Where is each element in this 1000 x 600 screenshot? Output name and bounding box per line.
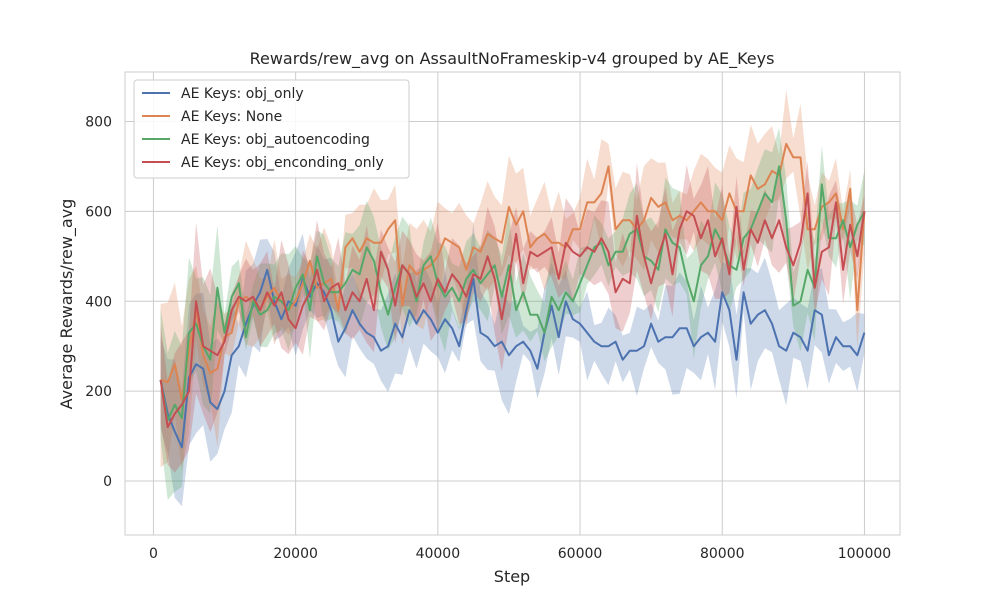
y-axis-label: Average Rewards/rew_avg (57, 199, 77, 410)
y-tick-label: 800 (85, 114, 112, 130)
x-axis-ticks: 0 20000 40000 60000 80000 100000 (149, 546, 891, 562)
x-tick-label: 80000 (700, 546, 745, 562)
chart-title: Rewards/rew_avg on AssaultNoFrameskip-v4… (250, 49, 775, 69)
series-line-3 (159, 192, 866, 429)
y-tick-label: 600 (85, 204, 112, 220)
y-tick-label: 400 (85, 294, 112, 310)
confidence-band-3 (160, 161, 865, 473)
legend-label: AE Keys: obj_autoencoding (181, 132, 370, 148)
series-line-0 (159, 268, 866, 449)
y-axis-ticks: 0 200 400 600 800 (85, 114, 112, 490)
series-line-1 (160, 142, 866, 402)
plot-frame (124, 71, 901, 536)
confidence-band-1 (160, 89, 865, 471)
x-tick-label: 40000 (416, 546, 461, 562)
confidence-bands (160, 89, 865, 507)
y-tick-label: 0 (103, 474, 112, 490)
series-lines (159, 142, 866, 449)
legend-box (133, 79, 410, 179)
legend-label: AE Keys: None (181, 109, 282, 125)
x-axis-label: Step (494, 567, 530, 586)
legend: AE Keys: obj_only AE Keys: None AE Keys: o… (133, 79, 410, 179)
confidence-band-0 (160, 222, 865, 507)
legend-label: AE Keys: obj_enconding_only (181, 155, 384, 171)
legend-label: AE Keys: obj_only (181, 86, 304, 102)
x-tick-label: 100000 (838, 546, 891, 562)
x-tick-label: 20000 (273, 546, 318, 562)
x-tick-label: 0 (149, 546, 158, 562)
x-tick-label: 60000 (558, 546, 603, 562)
y-tick-label: 200 (85, 384, 112, 400)
confidence-band-2 (160, 127, 865, 500)
